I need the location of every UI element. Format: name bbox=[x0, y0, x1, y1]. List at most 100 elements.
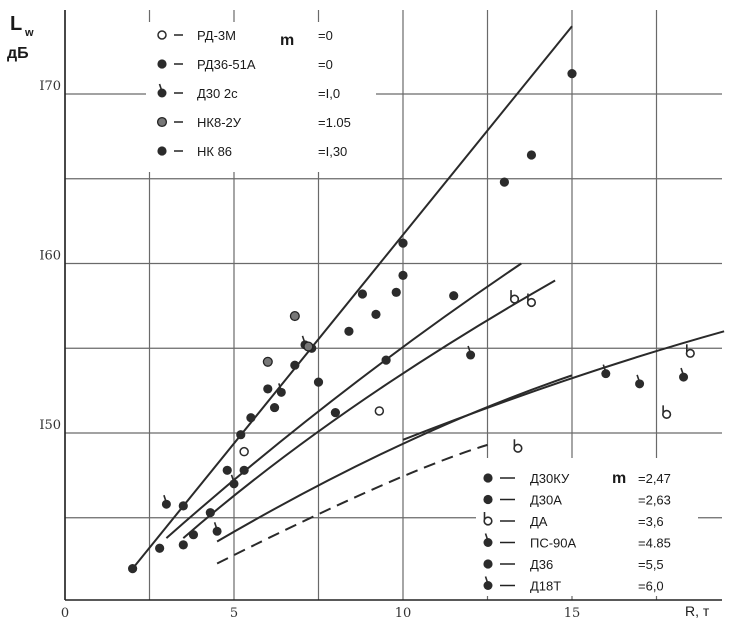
data-point bbox=[374, 406, 385, 416]
legend-entry: РД-3М =0 bbox=[157, 28, 333, 43]
data-point bbox=[246, 413, 256, 423]
data-point bbox=[685, 344, 695, 358]
data-point bbox=[222, 465, 232, 475]
legend-marker bbox=[483, 512, 493, 526]
legend-entry: ДА =3,6 bbox=[483, 512, 664, 529]
data-point bbox=[178, 540, 188, 550]
legend-entry-name: ДА bbox=[530, 514, 548, 529]
data-point bbox=[391, 287, 401, 297]
data-point bbox=[229, 474, 239, 489]
legend-entry: ПС-90А =4.85 bbox=[483, 533, 671, 551]
data-point bbox=[509, 290, 520, 304]
legend-bottom: m Д30КУ =2,47 Д30А =2,63 ДА =3,6 ПС-90А =4.85 Д36… bbox=[476, 458, 698, 596]
data-point bbox=[449, 291, 459, 301]
trend-line bbox=[216, 374, 573, 543]
data-point bbox=[371, 309, 381, 319]
legend-marker bbox=[157, 83, 167, 98]
data-point bbox=[526, 150, 537, 160]
legend-entry-name: Д18Т bbox=[530, 579, 561, 594]
data-point bbox=[513, 439, 523, 453]
legend-marker bbox=[483, 559, 493, 569]
grid bbox=[64, 10, 722, 600]
data-point bbox=[303, 341, 314, 352]
y-axis-label-sub: w bbox=[24, 27, 34, 39]
legend-entry: Д30КУ =2,47 bbox=[483, 471, 671, 486]
legend-header: m bbox=[280, 32, 294, 49]
legend-bottom-bg bbox=[476, 458, 698, 596]
y-tick-label: I50 bbox=[39, 418, 61, 433]
legend-entry-m: =I,30 bbox=[318, 144, 347, 159]
trend-line bbox=[131, 25, 573, 570]
legend-entry-m: =0 bbox=[318, 28, 333, 43]
data-point bbox=[679, 367, 689, 382]
legend-entry: Д18Т =6,0 bbox=[483, 576, 664, 594]
data-point bbox=[635, 374, 645, 389]
legend-entry-name: НК 86 bbox=[197, 144, 232, 159]
y-axis-unit: дБ bbox=[7, 45, 29, 62]
x-tick-label: 10 bbox=[395, 606, 412, 621]
legend-entry-name: РД-3М bbox=[197, 28, 236, 43]
legend-top-bg bbox=[146, 22, 376, 172]
y-tick-label: I60 bbox=[39, 249, 61, 264]
data-point bbox=[128, 564, 138, 574]
trend-line bbox=[165, 262, 522, 539]
y-axis-label: L w дБ bbox=[7, 13, 34, 62]
data-point bbox=[188, 530, 199, 540]
data-point bbox=[381, 355, 391, 365]
legend-entry: РД36-51А =0 bbox=[157, 57, 333, 72]
trend-line bbox=[216, 443, 488, 565]
legend-entry-name: Д30А bbox=[530, 493, 562, 508]
legend-entry: Д36 =5,5 bbox=[483, 557, 664, 572]
legend-entry-m: =I,0 bbox=[318, 86, 340, 101]
legend-marker bbox=[157, 59, 167, 69]
data-point bbox=[499, 177, 509, 187]
data-point bbox=[398, 270, 408, 280]
legend-entry: НК8-2У =1.05 bbox=[156, 115, 351, 130]
data-point bbox=[344, 326, 354, 336]
data-point bbox=[236, 430, 246, 440]
data-point bbox=[276, 383, 286, 397]
data-point bbox=[398, 238, 408, 248]
legend-marker bbox=[483, 473, 493, 483]
legend-marker bbox=[157, 146, 167, 156]
legend-entry-name: Д36 bbox=[530, 557, 553, 572]
x-tick-label: 0 bbox=[61, 606, 69, 621]
x-axis-label: R, т bbox=[685, 603, 710, 619]
data-point bbox=[662, 405, 672, 419]
data-point bbox=[205, 508, 215, 518]
legend-marker bbox=[157, 30, 167, 40]
legend-marker bbox=[483, 494, 493, 505]
legend-entry-m: =2,63 bbox=[638, 493, 671, 508]
x-tick-label: 15 bbox=[564, 606, 581, 621]
tick-labels: 0 5 10 15 I50 I60 I70 bbox=[39, 79, 580, 621]
legend-marker bbox=[483, 576, 493, 590]
data-point bbox=[313, 377, 324, 387]
data-points bbox=[128, 69, 695, 574]
legend-entry-m: =1.05 bbox=[318, 115, 351, 130]
data-point bbox=[330, 408, 340, 418]
y-tick-label: I70 bbox=[39, 79, 61, 94]
data-point bbox=[601, 364, 611, 379]
legend-entry-m: =0 bbox=[318, 57, 333, 72]
x-tick-label: 5 bbox=[230, 606, 238, 621]
legend-entry-name: Д30 2с bbox=[197, 86, 238, 101]
data-point bbox=[155, 543, 165, 553]
legend-entry: Д30 2с =I,0 bbox=[157, 83, 340, 101]
legend-entry: НК 86 =I,30 bbox=[157, 144, 347, 159]
legend-header: m bbox=[612, 470, 626, 487]
trend-lines bbox=[131, 25, 725, 570]
legend-entry-m: =5,5 bbox=[638, 557, 664, 572]
legend-entry-name: ПС-90А bbox=[530, 536, 577, 551]
data-point bbox=[161, 494, 171, 509]
legend-top: m РД-3М =0 РД36-51А =0 Д30 2с =I,0 НК8-2У =1.05 Н… bbox=[146, 22, 376, 172]
data-point bbox=[357, 289, 368, 299]
data-point bbox=[526, 293, 537, 308]
legend-entry: Д30А =2,63 bbox=[483, 493, 671, 508]
legend-entry-name: Д30КУ bbox=[530, 471, 570, 486]
y-axis-label-main: L bbox=[10, 13, 22, 35]
data-point bbox=[263, 384, 273, 394]
legend-entry-name: РД36-51А bbox=[197, 57, 256, 72]
legend-marker bbox=[156, 116, 168, 128]
data-point bbox=[567, 69, 577, 79]
